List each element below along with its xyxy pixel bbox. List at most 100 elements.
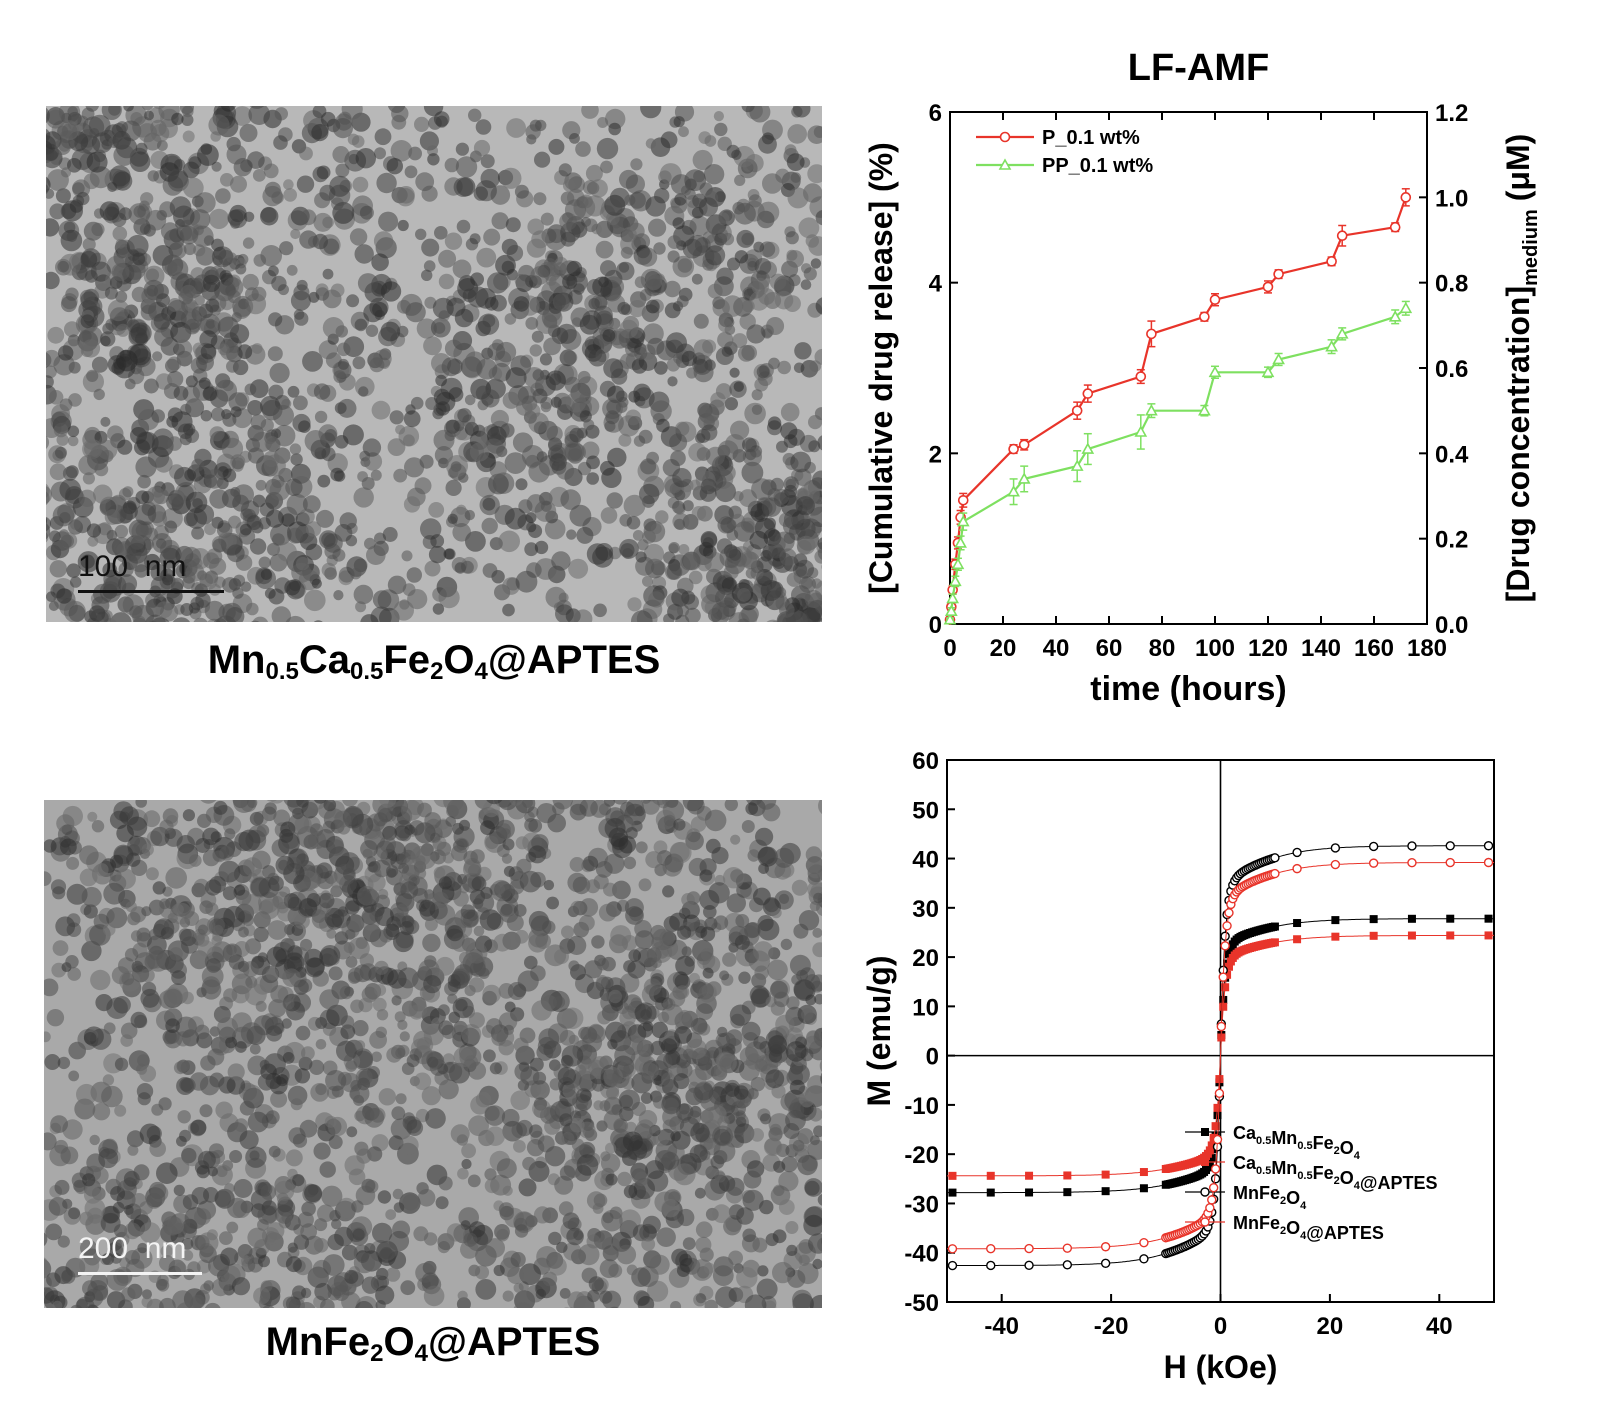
data-point [1211, 1122, 1220, 1131]
y-tick-label: 20 [912, 945, 939, 972]
data-point [1445, 857, 1455, 868]
data-point [1389, 221, 1401, 233]
data-point [1331, 916, 1340, 925]
legend-label: MnFe2O4 [1233, 1183, 1307, 1212]
y2-axis-label: [Drug concentration]medium (μM) [1500, 134, 1542, 603]
y-tick-label: 0 [929, 612, 942, 639]
data-point [1222, 921, 1232, 931]
y2-tick-label: 0.6 [1435, 356, 1468, 383]
legend-marker [1201, 1158, 1209, 1166]
y2-tick-label: 0.2 [1435, 527, 1468, 554]
data-point [986, 1244, 996, 1254]
data-point [1214, 1088, 1225, 1098]
y-tick-label: 40 [912, 847, 939, 874]
tem-image-bottom: 200 nm [44, 800, 822, 1308]
data-point [1018, 439, 1030, 451]
legend-text: O [1340, 1168, 1354, 1188]
data-point [1331, 932, 1340, 941]
data-point [1400, 192, 1412, 203]
data-point [1483, 841, 1494, 851]
data-point [1273, 268, 1284, 280]
data-point [1220, 931, 1230, 941]
tem-micrograph-bottom [44, 800, 822, 1308]
scale-bar-bottom-line [78, 1272, 202, 1275]
y-tick-label: 50 [912, 797, 939, 824]
data-point [1219, 995, 1228, 1004]
data-point [1270, 938, 1279, 947]
data-point [957, 494, 969, 506]
caption-text: @APTES [487, 638, 661, 682]
legend-subscript: 4 [1354, 1150, 1361, 1162]
x-tick-label: 100 [1195, 635, 1235, 662]
data-point [1101, 1170, 1110, 1179]
data-point [1221, 983, 1230, 992]
data-point [1146, 328, 1157, 340]
caption-bottom: MnFe2O4@APTES [44, 1320, 822, 1368]
data-point [1135, 371, 1147, 382]
data-point [946, 591, 960, 604]
data-point [1070, 459, 1084, 471]
x-tick-label: 20 [990, 635, 1017, 662]
y-tick-label: -20 [904, 1142, 939, 1169]
y-tick-label: 30 [912, 896, 939, 923]
data-point [1445, 841, 1455, 851]
legend-text: Mn [1271, 1128, 1297, 1148]
data-point [1062, 1260, 1073, 1270]
data-point [1139, 1168, 1148, 1177]
y-tick-label: 2 [929, 441, 942, 468]
data-point [1446, 914, 1455, 923]
legend-label: MnFe2O4@APTES [1233, 1213, 1384, 1243]
data-point [1101, 1187, 1110, 1196]
data-point [1483, 857, 1494, 868]
data-point [1292, 847, 1302, 858]
data-point [1326, 256, 1337, 267]
y-tick-label: -50 [904, 1290, 939, 1317]
tem-image-top: 100 nm [46, 106, 822, 622]
data-point [1212, 1134, 1223, 1145]
data-point [1205, 1203, 1215, 1213]
legend-subscript: 2 [1280, 1225, 1286, 1237]
data-point [1145, 404, 1158, 416]
y-axis-label: [Cumulative drug release] (%) [863, 142, 899, 594]
y-tick-label: 4 [929, 271, 943, 298]
scale-bar-top-label: 100 nm [78, 550, 187, 583]
x-tick-label: -40 [984, 1313, 1019, 1340]
data-point [1017, 472, 1031, 484]
data-point [1399, 301, 1413, 314]
y-tick-label: -30 [904, 1191, 939, 1218]
legend-subscript: 2 [1334, 1145, 1340, 1157]
data-point [943, 613, 957, 625]
data-point [1369, 915, 1378, 924]
series-line [948, 307, 1407, 620]
data-point [1207, 1141, 1216, 1150]
data-point [944, 604, 958, 617]
data-point [1270, 868, 1280, 879]
data-point [1209, 294, 1221, 306]
x-tick-label: 40 [1043, 635, 1070, 662]
data-point [1024, 1260, 1034, 1271]
data-point [1224, 962, 1233, 971]
data-point [1216, 1021, 1227, 1032]
data-point [1198, 404, 1211, 416]
data-point [1292, 863, 1302, 874]
legend-text: O [1286, 1218, 1300, 1238]
series-1: Ca0.5Mn0.5Fe2O4@APTES [947, 931, 1494, 1193]
x-tick-label: -20 [1094, 1313, 1129, 1340]
tem-particles [46, 106, 822, 622]
caption-text: O [383, 1320, 415, 1364]
legend-text: Fe [1313, 1163, 1334, 1183]
data-point [1024, 1243, 1034, 1254]
legend-marker [999, 131, 1011, 143]
y-tick-label: 10 [912, 994, 939, 1021]
data-point [1270, 922, 1279, 931]
chart-title: LF-AMF [1128, 47, 1269, 89]
data-point [1081, 442, 1095, 454]
data-point [1071, 405, 1083, 416]
legend-text: @APTES [1360, 1173, 1438, 1193]
y2-tick-label: 1.0 [1435, 185, 1468, 212]
legend-label: P_0.1 wt% [1042, 127, 1140, 149]
y-tick-label: -40 [904, 1241, 939, 1268]
caption-text: Fe [383, 638, 431, 682]
data-point [1293, 935, 1302, 944]
data-point [1205, 1159, 1214, 1168]
